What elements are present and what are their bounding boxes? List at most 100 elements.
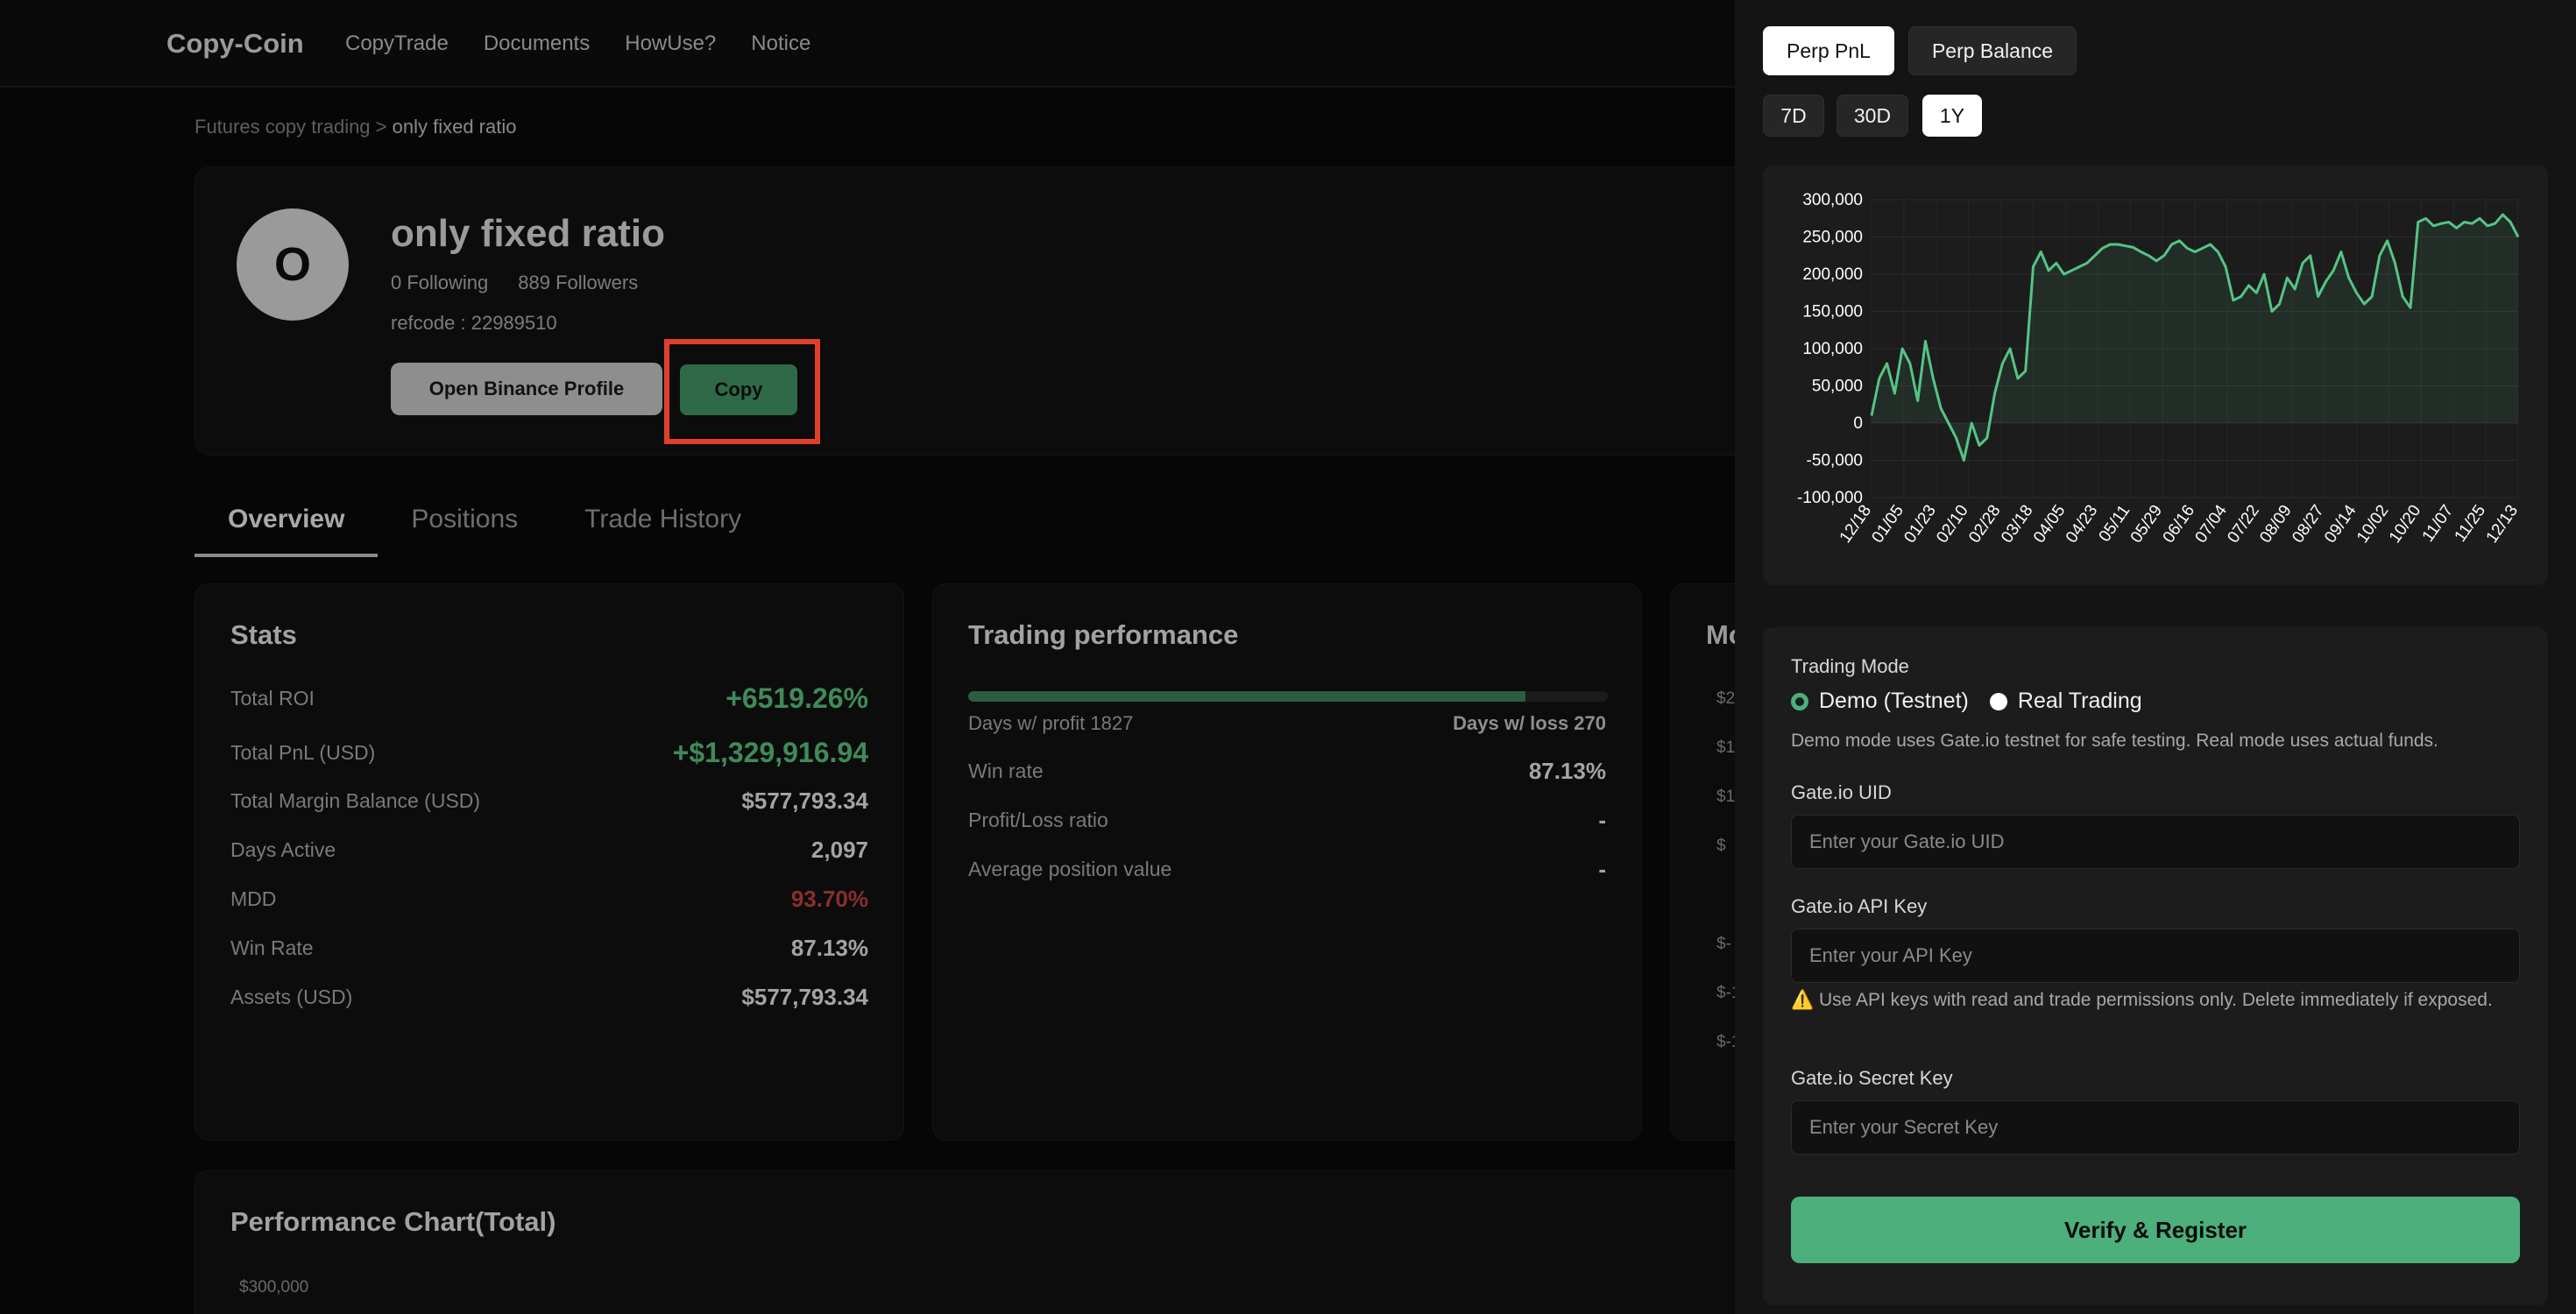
nav-link-copytrade[interactable]: CopyTrade (345, 32, 449, 55)
tab-perp-pnl[interactable]: Perp PnL (1763, 26, 1894, 75)
y-tick-label: 150,000 (1802, 303, 1863, 321)
perf-value-pl-ratio: - (1598, 807, 1606, 833)
stat-label: Total ROI (230, 687, 315, 710)
copy-button[interactable]: Copy (680, 364, 797, 415)
stat-value-assets: $577,793.34 (741, 984, 868, 1010)
x-tick-label: 06/16 (2160, 502, 2198, 547)
verify-register-button[interactable]: Verify & Register (1791, 1197, 2520, 1263)
uid-input[interactable] (1791, 815, 2520, 869)
trading-mode-radio-group: Demo (Testnet) Real Trading (1791, 689, 2142, 714)
profile-tabs: Overview Positions Trade History (195, 498, 775, 557)
perf-value-win-rate: 87.13% (1528, 758, 1606, 784)
days-profit: Days w/ profit 1827 (968, 712, 1134, 734)
uid-label: Gate.io UID (1791, 781, 1892, 803)
pnl-chart: 300,000 250,000 200,000 150,000 100,000 50,00… (1763, 165, 2548, 585)
range-1y-button[interactable]: 1Y (1922, 95, 1982, 137)
perf-label: Win rate (968, 759, 1044, 782)
x-tick-label: 10/02 (2353, 502, 2392, 547)
stat-row: Total ROI +6519.26% (230, 682, 868, 715)
x-tick-label: 07/04 (2192, 501, 2232, 546)
trading-mode-help: Demo mode uses Gate.io testnet for safe … (1791, 731, 2438, 751)
stat-value-roi: +6519.26% (725, 682, 868, 714)
tab-perp-balance[interactable]: Perp Balance (1908, 26, 2077, 75)
stat-label: Days Active (230, 838, 336, 861)
days-loss: Days w/ loss 270 (1453, 712, 1606, 734)
stat-value-pnl: +$1,329,916.94 (672, 737, 868, 768)
stat-label: Total Margin Balance (USD) (230, 789, 481, 812)
pnl-chart-svg: 300,000 250,000 200,000 150,000 100,000 50,00… (1797, 191, 2522, 547)
x-tick-label: 02/28 (1965, 502, 2004, 547)
trading-performance-card: Trading performance Days w/ profit 1827 … (932, 583, 1642, 1141)
stat-label: Assets (USD) (230, 986, 353, 1008)
real-radio-label[interactable]: Real Trading (2017, 689, 2142, 713)
tab-overview[interactable]: Overview (195, 498, 379, 557)
copy-settings-panel: Perp PnL Perp Balance 7D 30D 1Y 300,000 2… (1735, 0, 2576, 1314)
x-tick-label: 01/05 (1869, 502, 1907, 547)
perf-value-avg-position: - (1598, 856, 1606, 882)
x-tick-label: 11/07 (2419, 502, 2458, 546)
x-tick-label: 04/05 (2030, 502, 2069, 547)
secret-key-input[interactable] (1791, 1100, 2520, 1155)
tab-trade-history[interactable]: Trade History (584, 505, 742, 533)
x-tick-label: 02/10 (1933, 502, 1971, 547)
api-key-input[interactable] (1791, 929, 2520, 983)
y-tick-label: -50,000 (1807, 452, 1863, 470)
nav-link-howuse[interactable]: HowUse? (625, 32, 717, 55)
stat-label: Win Rate (230, 936, 314, 959)
breadcrumb-separator: > (370, 116, 393, 138)
stats-card: Stats Total ROI +6519.26% Total PnL (USD… (195, 583, 904, 1141)
open-binance-profile-button[interactable]: Open Binance Profile (391, 363, 662, 415)
x-tick-label: 01/23 (1900, 502, 1939, 547)
stat-row: Days Active 2,097 (230, 837, 868, 864)
pnl-line (1870, 213, 2520, 462)
partial-tick: $2 (1716, 689, 1736, 708)
stat-row: Win Rate 87.13% (230, 935, 868, 962)
breadcrumb-current: only fixed ratio (392, 116, 517, 138)
nav-link-notice[interactable]: Notice (751, 32, 811, 55)
tab-positions[interactable]: Positions (411, 505, 519, 533)
following-count: 0 Following (391, 272, 489, 293)
y-tick-label: 250,000 (1802, 229, 1863, 247)
performance-chart-tick: $300,000 (239, 1278, 309, 1296)
breadcrumb: Futures copy trading > only fixed ratio (195, 116, 516, 138)
demo-radio[interactable] (1791, 692, 1808, 710)
stat-value-win-rate: 87.13% (790, 935, 868, 961)
trading-performance-title: Trading performance (968, 619, 1239, 650)
api-key-warning: ⚠️ Use API keys with read and trade perm… (1791, 990, 2493, 1010)
partial-tick: $-1 (1716, 984, 1741, 1002)
perf-row: Win rate 87.13% (968, 758, 1606, 785)
range-7d-button[interactable]: 7D (1763, 95, 1824, 137)
perf-label: Profit/Loss ratio (968, 809, 1108, 831)
x-tick-label: 12/18 (1836, 502, 1875, 547)
follow-counts: 0 Following 889 Followers (391, 272, 638, 294)
y-tick-label: 0 (1853, 414, 1863, 433)
real-radio[interactable] (1989, 692, 2007, 710)
range-30d-button[interactable]: 30D (1836, 95, 1908, 137)
trader-name: only fixed ratio (391, 212, 665, 255)
x-tick-label: 09/14 (2321, 501, 2360, 546)
partial-tick: $- (1716, 935, 1731, 953)
secret-key-label: Gate.io Secret Key (1791, 1067, 1953, 1089)
x-tick-label: 08/27 (2289, 502, 2327, 547)
demo-radio-label[interactable]: Demo (Testnet) (1819, 689, 1969, 713)
x-tick-label: 12/13 (2483, 502, 2522, 547)
nav-links: CopyTrade Documents HowUse? Notice (345, 32, 810, 56)
x-tick-label: 05/11 (2096, 502, 2134, 546)
perf-label: Average position value (968, 858, 1172, 880)
partial-tick: $ (1716, 837, 1726, 855)
brand-logo[interactable]: Copy-Coin (166, 28, 304, 59)
x-tick-label: 11/25 (2452, 502, 2490, 546)
stat-value-mdd: 93.70% (790, 886, 868, 912)
stat-value-margin-balance: $577,793.34 (741, 788, 868, 814)
x-tick-label: 07/22 (2224, 502, 2262, 547)
partial-tick: $-1 (1716, 1033, 1741, 1051)
stat-row: MDD 93.70% (230, 886, 868, 913)
stat-row: Assets (USD) $577,793.34 (230, 984, 868, 1011)
stat-row: Total PnL (USD) +$1,329,916.94 (230, 737, 868, 769)
nav-link-documents[interactable]: Documents (483, 32, 591, 55)
x-tick-label: 04/23 (2063, 502, 2101, 547)
breadcrumb-parent[interactable]: Futures copy trading (195, 116, 371, 138)
performance-chart-title: Performance Chart(Total) (230, 1206, 556, 1237)
x-tick-label: 05/29 (2127, 502, 2166, 547)
avatar: O (237, 208, 349, 321)
